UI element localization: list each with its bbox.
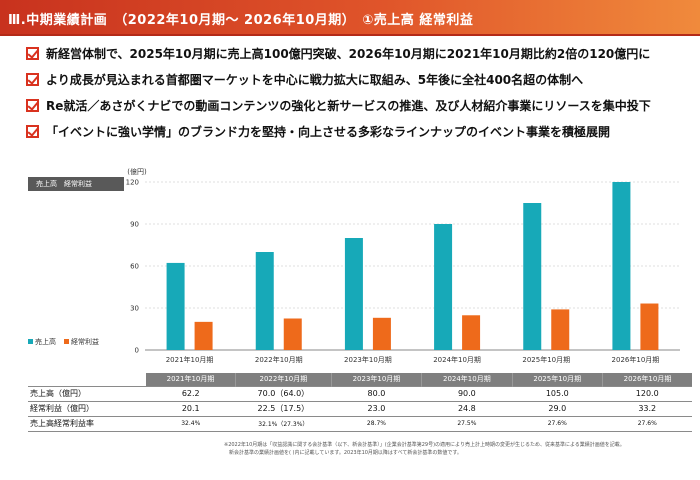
- y-tick-label: 90: [130, 221, 139, 229]
- bullet-text: 「イベントに強い学情」のブランド力を堅持・向上させる多彩なラインナップのイベント…: [46, 125, 611, 139]
- bullet-text: 新経営体制で、2025年10月期に売上高100億円突破、2026年10月期に20…: [46, 47, 651, 61]
- bullet-item: 「イベントに強い学情」のブランド力を堅持・向上させる多彩なラインナップのイベント…: [26, 124, 698, 150]
- table-cell: 120.0: [602, 385, 692, 402]
- table-header: 2025年10月期: [512, 373, 603, 386]
- bullet-text: より成長が見込まれる首都圏マーケットを中心に戦力拡大に取組み、5年後に全社400…: [46, 73, 584, 87]
- x-tick-label: 2023年10月期: [344, 355, 392, 364]
- footnote-line: 新会計基準の業績計画値を( )内に記載しています。2023年10月期以降はすべて…: [224, 450, 462, 456]
- sales-bar: [255, 252, 274, 350]
- row-label: 経常利益（億円）: [28, 401, 146, 417]
- header-bar: Ⅲ.中期業績計画 （2022年10月期～ 2026年10月期） ①売上高 経常利…: [0, 0, 700, 34]
- table-cell: 62.2: [146, 385, 236, 402]
- table-cell: 90.0: [421, 385, 513, 402]
- sales-bar: [434, 224, 453, 350]
- profit-bar: [372, 317, 391, 350]
- checkbox-icon: [26, 99, 39, 112]
- header-underline: [0, 34, 700, 36]
- sales-bar: [166, 262, 185, 350]
- table-row: 売上高経常利益率 32.4% 32.1%（27.3%） 28.7% 27.5% …: [28, 416, 692, 432]
- table-corner: [28, 373, 146, 386]
- table-cell: 20.1: [146, 401, 236, 417]
- y-tick-label: 30: [130, 305, 139, 313]
- footnote-line: ※2022年10月期は「収益認識に関する会計基準（以下、新会計基準）」(企業会計…: [224, 442, 625, 448]
- bullet-item: より成長が見込まれる首都圏マーケットを中心に戦力拡大に取組み、5年後に全社400…: [26, 72, 698, 98]
- table-header-row: 2021年10月期 2022年10月期 2023年10月期 2024年10月期 …: [28, 373, 692, 386]
- row-label: 売上高経常利益率: [28, 416, 146, 432]
- table-cell: 27.6%: [512, 416, 603, 432]
- legend-swatch-sales: [28, 339, 33, 344]
- y-unit-label: (億円): [127, 167, 147, 176]
- x-tick-label: 2022年10月期: [255, 355, 303, 364]
- y-tick-label: 60: [130, 263, 139, 271]
- table-cell: 24.8: [421, 401, 513, 417]
- profit-bar: [462, 315, 481, 350]
- sales-bar: [612, 182, 631, 350]
- legend-label-sales: 売上高: [35, 337, 56, 346]
- bullet-item: Re就活／あさがくナビでの動画コンテンツの強化と新サービスの推進、及び人材紹介事…: [26, 98, 698, 124]
- sales-bar: [344, 238, 363, 350]
- bullet-text: Re就活／あさがくナビでの動画コンテンツの強化と新サービスの推進、及び人材紹介事…: [46, 99, 651, 113]
- profit-bar: [640, 303, 659, 350]
- profit-bar: [283, 318, 302, 350]
- page-title: Ⅲ.中期業績計画 （2022年10月期～ 2026年10月期） ①売上高 経常利…: [8, 13, 474, 28]
- data-table: 2021年10月期 2022年10月期 2023年10月期 2024年10月期 …: [28, 373, 692, 432]
- table-cell: 23.0: [331, 401, 422, 417]
- table-cell: 28.7%: [331, 416, 422, 432]
- row-label: 売上高（億円）: [28, 385, 146, 402]
- table-header: 2021年10月期: [146, 373, 236, 386]
- chart-label: 売上高 経常利益: [28, 177, 124, 191]
- table-cell: 27.6%: [602, 416, 692, 432]
- y-tick-label: 120: [126, 179, 139, 187]
- table-row: 売上高（億円） 62.2 70.0（64.0） 80.0 90.0 105.0 …: [28, 385, 692, 402]
- bullet-list: 新経営体制で、2025年10月期に売上高100億円突破、2026年10月期に20…: [26, 46, 698, 150]
- table-cell: 33.2: [602, 401, 692, 417]
- sales-bar: [523, 203, 542, 350]
- legend-swatch-profit: [64, 339, 69, 344]
- table-row: 経常利益（億円） 20.1 22.5（17.5） 23.0 24.8 29.0 …: [28, 401, 692, 417]
- x-tick-label: 2026年10月期: [612, 355, 660, 364]
- table-header: 2024年10月期: [421, 373, 513, 386]
- table-cell: 105.0: [512, 385, 603, 402]
- table-cell: 29.0: [512, 401, 603, 417]
- profit-bar: [551, 309, 570, 350]
- checkbox-icon: [26, 73, 39, 86]
- table-header: 2023年10月期: [331, 373, 423, 386]
- x-tick-label: 2024年10月期: [433, 355, 481, 364]
- bar-chart: (億円) 0 30 60 90 120 2021年10月期 2022年10月期 2023年10月…: [28, 167, 680, 364]
- checkbox-icon: [26, 125, 39, 138]
- table-cell: 32.1%（27.3%）: [235, 416, 332, 432]
- profit-bar: [194, 321, 213, 350]
- table-cell: 32.4%: [146, 416, 236, 432]
- table-header: 2022年10月期: [235, 373, 332, 386]
- table-cell: 80.0: [331, 385, 422, 402]
- table-cell: 22.5（17.5）: [235, 401, 332, 417]
- table-cell: 70.0（64.0）: [235, 385, 332, 402]
- checkbox-icon: [26, 47, 39, 60]
- table-header: 2026年10月期: [602, 373, 692, 386]
- x-tick-label: 2025年10月期: [522, 355, 570, 364]
- legend-label-profit: 経常利益: [71, 337, 99, 346]
- y-tick-label: 0: [135, 347, 139, 355]
- footnote: ※2022年10月期は「収益認識に関する会計基準（以下、新会計基準）」(企業会計…: [224, 441, 694, 457]
- x-tick-label: 2021年10月期: [166, 355, 214, 364]
- table-cell: 27.5%: [421, 416, 513, 432]
- bullet-item: 新経営体制で、2025年10月期に売上高100億円突破、2026年10月期に20…: [26, 46, 698, 72]
